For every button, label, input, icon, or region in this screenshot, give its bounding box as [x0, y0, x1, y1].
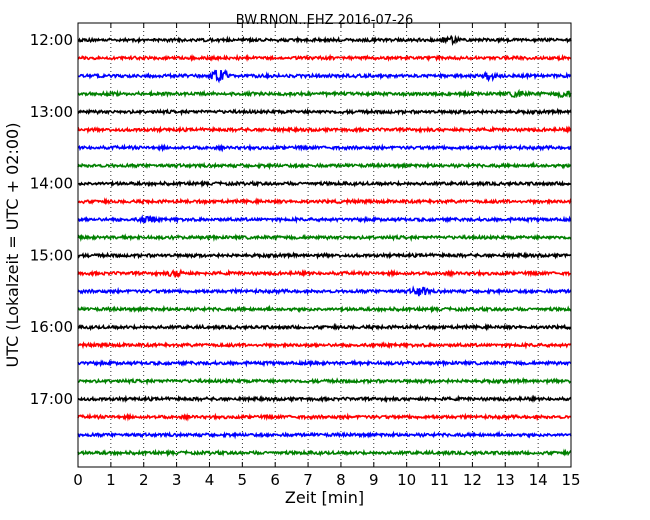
x-axis-label: Zeit [min]	[285, 488, 364, 507]
seismic-trace	[77, 107, 572, 117]
x-tick-label: 2	[139, 471, 149, 489]
seismic-trace	[77, 376, 572, 386]
x-axis: 0 1 2 3 4 5 6 7 8 9 10 11 12 13 14 15	[73, 23, 581, 489]
y-tick-label: 17:00	[30, 390, 73, 408]
seismic-trace	[77, 322, 572, 332]
x-tick-label: 9	[369, 471, 379, 489]
y-tick-label: 13:00	[30, 103, 73, 121]
x-tick-label: 15	[561, 471, 580, 489]
x-tick-label: 12	[463, 471, 482, 489]
plot-frame	[77, 22, 572, 468]
seismic-trace	[77, 88, 572, 100]
seismic-trace	[77, 341, 572, 350]
x-tick-label: 10	[397, 471, 416, 489]
y-axis: 12:00 13:00 14:00 15:00 16:00 17:00	[30, 31, 571, 408]
x-tick-label: 13	[496, 471, 515, 489]
seismic-trace	[77, 448, 572, 458]
seismic-trace	[77, 125, 572, 135]
x-tick-label: 0	[73, 471, 83, 489]
x-tick-label: 11	[430, 471, 449, 489]
x-tick-label: 1	[106, 471, 116, 489]
seismic-trace	[77, 179, 572, 188]
seismic-trace	[77, 358, 572, 368]
x-tick-label: 5	[238, 471, 248, 489]
seismic-trace	[77, 143, 572, 153]
seismic-trace	[77, 197, 572, 206]
seismic-trace	[77, 53, 572, 63]
seismic-trace	[77, 394, 572, 404]
y-tick-label: 14:00	[30, 175, 73, 193]
x-tick-label: 3	[172, 471, 182, 489]
seismic-trace	[77, 214, 572, 225]
y-axis-label: UTC (Lokalzeit = UTC + 02:00)	[3, 123, 22, 368]
y-tick-label: 16:00	[30, 318, 73, 336]
seismic-trace	[77, 430, 572, 440]
x-tick-label: 7	[303, 471, 313, 489]
seismic-trace	[77, 160, 572, 171]
seismic-trace	[77, 251, 572, 260]
x-tick-label: 14	[529, 471, 548, 489]
seismic-trace	[77, 233, 572, 243]
y-tick-label: 15:00	[30, 246, 73, 264]
x-tick-label: 8	[336, 471, 346, 489]
seismic-trace	[77, 304, 572, 314]
seismic-trace	[77, 285, 572, 297]
seismic-traces	[77, 34, 572, 458]
seismic-trace	[77, 268, 572, 279]
seismic-trace	[77, 34, 572, 46]
y-tick-label: 12:00	[30, 31, 73, 49]
x-tick-label: 6	[270, 471, 280, 489]
x-tick-label: 4	[205, 471, 215, 489]
seismic-trace	[77, 68, 572, 84]
chart-title: BW.RNON..EHZ 2016-07-26	[236, 13, 414, 28]
seismic-trace	[77, 412, 572, 422]
